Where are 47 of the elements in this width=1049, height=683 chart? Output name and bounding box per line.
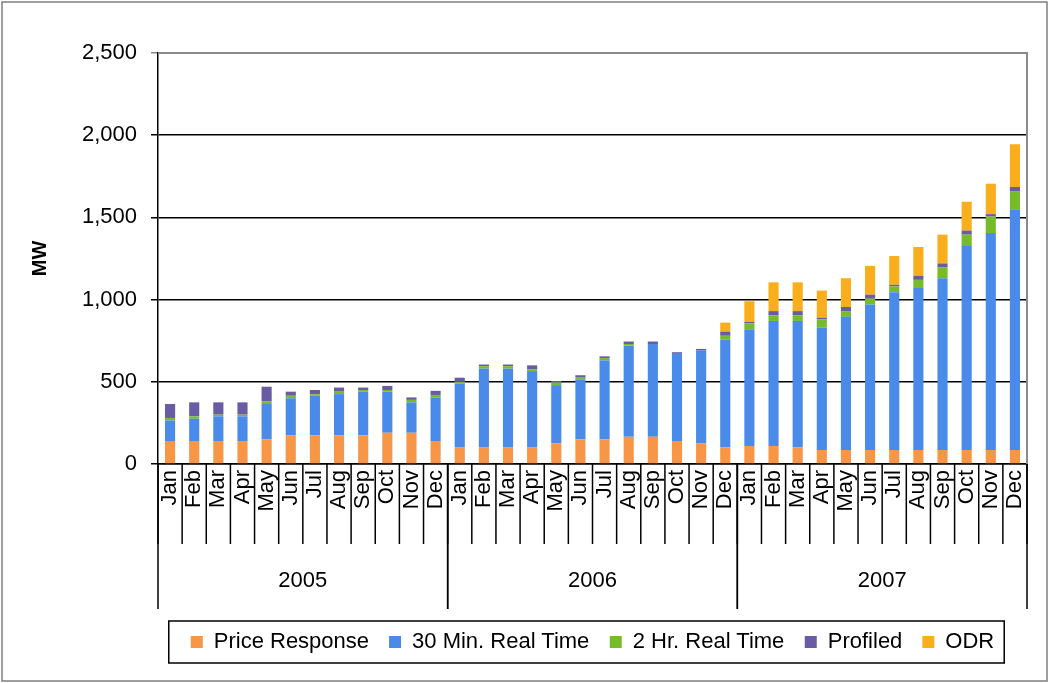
x-tick-label: Jan — [735, 470, 761, 506]
y-tick-label: 1,500 — [81, 203, 137, 229]
x-tick-label: Mar — [783, 470, 809, 508]
x-tick-label: Jun — [856, 470, 882, 506]
x-tick-label: Jan — [156, 470, 182, 506]
x-tick-label: Dec — [711, 470, 737, 510]
x-tick-label: Mar — [204, 470, 230, 508]
x-tick-label: Jul — [590, 470, 616, 499]
x-tick-label: Apr — [807, 470, 833, 505]
legend-label: Price Response — [213, 628, 370, 654]
x-tick-label: Mar — [494, 470, 520, 508]
x-tick-label: Jan — [445, 470, 471, 506]
x-tick-label: Jun — [566, 470, 592, 506]
x-tick-label: May — [832, 470, 858, 512]
x-tick-label: Apr — [228, 470, 254, 505]
legend-label: 30 Min. Real Time — [412, 628, 590, 654]
legend-label: ODR — [945, 628, 995, 654]
x-tick-label: Aug — [904, 470, 930, 510]
x-tick-label: Apr — [518, 470, 544, 505]
x-tick-label: Feb — [180, 470, 206, 508]
x-tick-label: Oct — [373, 470, 399, 505]
y-tick-label: 0 — [124, 450, 137, 476]
y-tick-label: 500 — [100, 367, 137, 393]
y-axis-title: MW — [27, 240, 50, 277]
y-tick-label: 2,500 — [81, 39, 137, 65]
legend-label: Profiled — [827, 628, 903, 654]
text: 2006 — [568, 566, 617, 592]
x-tick-label: Nov — [976, 470, 1002, 510]
legend-label: 2 Hr. Real Time — [632, 628, 785, 654]
x-tick-label: Jul — [300, 470, 326, 499]
x-tick-label: May — [542, 470, 568, 512]
y-tick-label: 2,000 — [81, 121, 137, 147]
x-tick-label: Jul — [880, 470, 906, 499]
x-tick-label: Nov — [397, 470, 423, 510]
x-tick-label: Dec — [421, 470, 447, 510]
text: 2005 — [278, 566, 328, 592]
x-tick-label: Feb — [759, 470, 785, 508]
x-tick-label: Feb — [469, 470, 495, 508]
x-tick-label: Dec — [1000, 470, 1026, 510]
x-tick-label: Sep — [349, 470, 375, 510]
x-tick-label: Nov — [687, 470, 713, 510]
x-tick-label: Oct — [663, 470, 689, 505]
x-tick-label: Aug — [325, 470, 351, 510]
x-tick-label: Aug — [614, 470, 640, 510]
text: 2007 — [857, 566, 907, 592]
x-tick-label: Sep — [928, 470, 954, 510]
y-tick-label: 1,000 — [81, 285, 137, 311]
